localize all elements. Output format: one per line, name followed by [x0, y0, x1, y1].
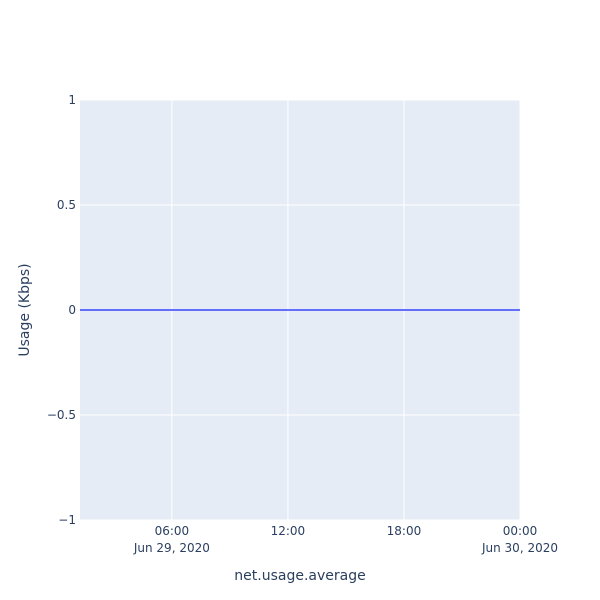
x-tick-label: 12:00 — [271, 524, 306, 538]
x-axis: 06:00 Jun 29, 2020 12:00 18:00 00:00 Jun 30, … — [133, 524, 558, 555]
x-tick-label: 18:00 — [387, 524, 422, 538]
y-tick-label: −0.5 — [47, 408, 76, 422]
y-tick-label: 1 — [68, 93, 76, 107]
x-tick-date-label: Jun 30, 2020 — [481, 541, 558, 555]
x-tick-label: 06:00 — [155, 524, 190, 538]
y-axis: 1 0.5 0 −0.5 −1 — [47, 93, 76, 527]
y-tick-label: 0 — [68, 303, 76, 317]
x-tick-label: 00:00 — [503, 524, 538, 538]
y-tick-label: 0.5 — [57, 198, 76, 212]
y-axis-title: Usage (Kbps) — [17, 263, 33, 356]
y-tick-label: −1 — [58, 513, 76, 527]
x-axis-title: net.usage.average — [234, 568, 365, 584]
x-tick-date-label: Jun 29, 2020 — [133, 541, 210, 555]
